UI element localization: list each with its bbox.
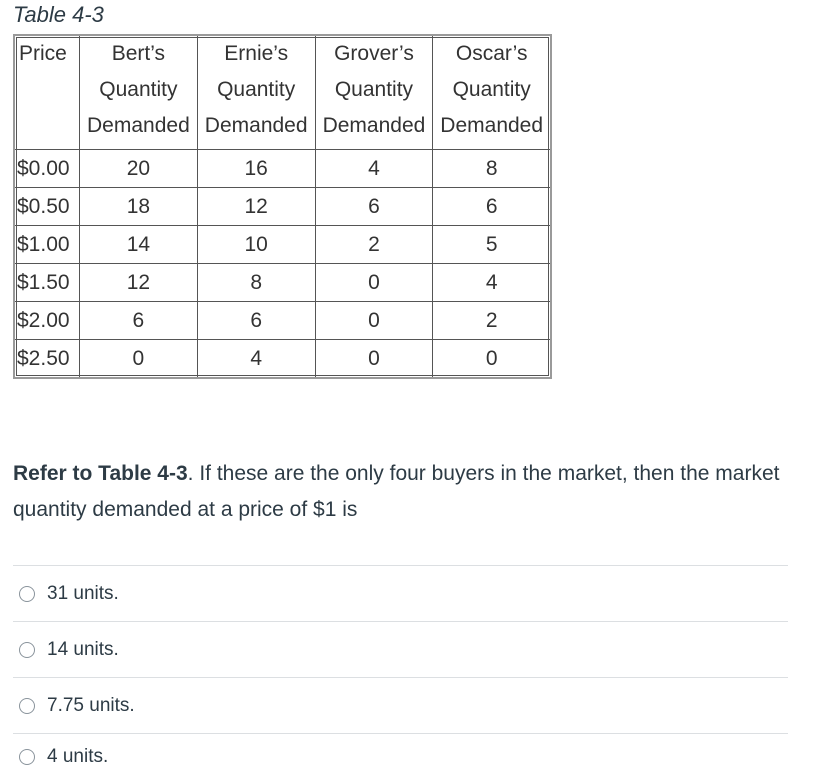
radio-button-icon[interactable]: [19, 641, 35, 658]
ernie-quantity-cell: 8: [197, 264, 316, 302]
header-bert-line-1: Bert’s: [111, 42, 166, 65]
answer-option-2[interactable]: 14 units.: [13, 621, 788, 677]
oscar-quantity-cell: 0: [485, 346, 498, 370]
table-header-row: Price Bert’s Quantity Demanded Ernie’s Q…: [15, 36, 550, 150]
bert-quantity-cell: 20: [80, 150, 198, 188]
answer-label: 14 units.: [47, 638, 119, 660]
table-row: $1.00 14 10 2 5: [15, 226, 550, 264]
price-cell: $1.00: [15, 226, 80, 264]
header-ernie-line-1: Ernie’s: [224, 42, 289, 65]
answer-option-3[interactable]: 7.75 units.: [13, 677, 788, 733]
header-ernie-line-3: Demanded: [204, 114, 308, 137]
grover-quantity-cell: 0: [315, 302, 434, 340]
table-row: $0.50 18 12 6 6: [15, 188, 550, 226]
table-row: $2.50 0 4 0 0: [15, 340, 550, 377]
answer-label: 4 units.: [47, 746, 109, 767]
header-bert: Bert’s Quantity Demanded: [80, 36, 198, 150]
radio-button-icon[interactable]: [19, 697, 35, 714]
grover-quantity-cell: 0: [315, 264, 434, 302]
demand-schedule-table: Price Bert’s Quantity Demanded Ernie’s Q…: [13, 34, 552, 379]
table-title: Table 4-3: [13, 2, 104, 27]
price-cell: $0.00: [15, 150, 80, 188]
header-grover: Grover’s Quantity Demanded: [315, 36, 434, 150]
bert-quantity-cell: 0: [80, 340, 198, 377]
question-body: . If these are the only four buyers in t…: [13, 462, 780, 521]
ernie-quantity-cell: 10: [197, 226, 316, 264]
radio-button-icon[interactable]: [19, 585, 35, 602]
grover-quantity-cell: 2: [315, 226, 434, 264]
price-cell: $2.00: [15, 302, 80, 340]
bert-quantity-cell: 18: [80, 188, 198, 226]
grover-quantity-cell: 0: [316, 340, 434, 377]
answer-label: 7.75 units.: [47, 694, 135, 716]
table-row: $0.00 20 16 4 8: [15, 150, 550, 188]
header-grover-line-1: Grover’s: [334, 42, 414, 65]
table-row: $1.50 12 8 0 4: [15, 264, 550, 302]
bert-quantity-cell: 14: [80, 226, 198, 264]
header-ernie: Ernie’s Quantity Demanded: [197, 36, 316, 150]
oscar-quantity-cell: 5: [433, 226, 550, 264]
header-bert-line-2: Quantity: [99, 78, 178, 101]
price-cell: $1.50: [15, 264, 80, 302]
ernie-quantity-cell: 16: [197, 150, 316, 188]
oscar-quantity-cell: 8: [433, 150, 550, 188]
header-price: Price: [15, 36, 80, 150]
header-oscar-line-2: Quantity: [452, 78, 531, 101]
header-oscar: Oscar’s Quantity Demanded: [433, 36, 550, 150]
answer-options: 31 units. 14 units. 7.75 units. 4 units.: [13, 565, 788, 780]
header-bert-line-3: Demanded: [87, 114, 190, 137]
ernie-quantity-cell: 4: [198, 340, 316, 377]
oscar-quantity-cell: 2: [433, 302, 550, 340]
grover-quantity-cell: 4: [315, 150, 434, 188]
oscar-quantity-cell: 6: [433, 188, 550, 226]
ernie-quantity-cell: 12: [197, 188, 316, 226]
answer-label: 31 units.: [47, 582, 119, 604]
header-grover-line-3: Demanded: [322, 114, 426, 137]
question-table-reference: Refer to Table 4-3: [13, 462, 188, 485]
header-oscar-line-3: Demanded: [440, 114, 544, 137]
table-row: $2.00 6 6 0 2: [15, 302, 550, 340]
radio-button-icon[interactable]: [19, 749, 35, 765]
header-oscar-line-1: Oscar’s: [455, 42, 528, 65]
bert-quantity-cell: 6: [80, 302, 198, 340]
price-cell: $0.50: [15, 188, 80, 226]
ernie-quantity-cell: 6: [197, 302, 316, 340]
bert-quantity-cell: 12: [80, 264, 198, 302]
answer-option-4[interactable]: 4 units.: [13, 733, 788, 780]
grover-quantity-cell: 6: [315, 188, 434, 226]
header-price-line: Price: [19, 42, 67, 65]
header-grover-line-2: Quantity: [334, 78, 414, 101]
answer-option-1[interactable]: 31 units.: [13, 565, 788, 621]
oscar-quantity-cell: 4: [433, 264, 550, 302]
question-text: Refer to Table 4-3. If these are the onl…: [13, 456, 793, 528]
header-ernie-line-2: Quantity: [217, 78, 296, 101]
price-cell: $2.50: [15, 340, 80, 377]
